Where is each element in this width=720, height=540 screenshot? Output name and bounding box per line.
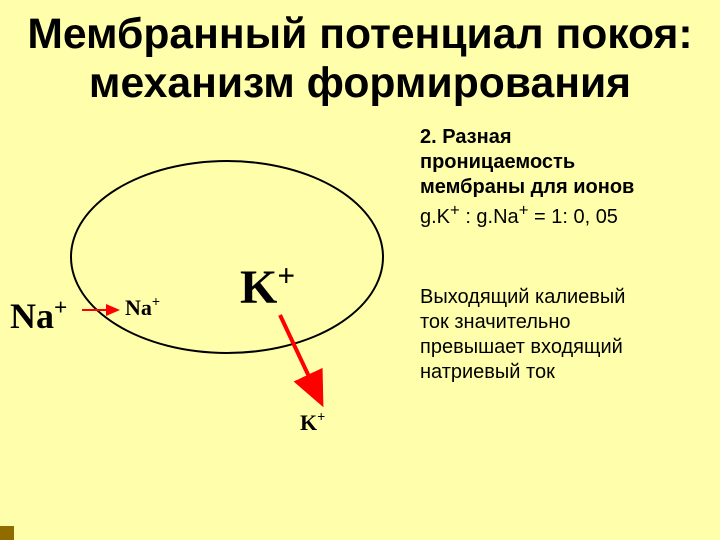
permeability-text: 2. Разная проницаемость мембраны для ион… <box>420 125 705 230</box>
potassium-label-outside: K+ <box>300 410 325 436</box>
potassium-label-inside: K+ <box>240 260 295 315</box>
ion-text: Na <box>10 296 54 336</box>
formula: g.K+ : g.Na+ = 1: 0, 05 <box>420 206 618 228</box>
sodium-label-outside: Na+ <box>10 295 67 337</box>
text-line: натриевый ток <box>420 361 555 383</box>
sodium-label-inside: Na+ <box>125 295 160 321</box>
ion-charge: + <box>317 410 325 426</box>
ion-text: K <box>240 261 277 314</box>
slide: Мембранный потенциал покоя: механизм фор… <box>0 0 720 540</box>
current-text: Выходящий калиевый ток значительно превы… <box>420 285 705 385</box>
title-line2: механизм формирования <box>89 59 631 107</box>
text-line: проницаемость <box>420 151 575 173</box>
corner-accent <box>0 526 14 540</box>
text-line: 2. Разная <box>420 126 512 148</box>
ion-charge: + <box>54 295 67 321</box>
title-line1: Мембранный потенциал покоя: <box>27 10 692 58</box>
ion-text: Na <box>125 295 152 320</box>
text-line: Выходящий калиевый <box>420 286 625 308</box>
slide-title: Мембранный потенциал покоя: механизм фор… <box>0 10 720 108</box>
membrane-diagram: Na+ Na+ K+ K+ <box>0 120 420 500</box>
text-line: ток значительно <box>420 311 571 333</box>
ion-charge: + <box>152 295 160 311</box>
ion-text: K <box>300 410 317 435</box>
text-line: мембраны для ионов <box>420 176 634 198</box>
ion-charge: + <box>277 258 295 293</box>
text-line: превышает входящий <box>420 336 623 358</box>
